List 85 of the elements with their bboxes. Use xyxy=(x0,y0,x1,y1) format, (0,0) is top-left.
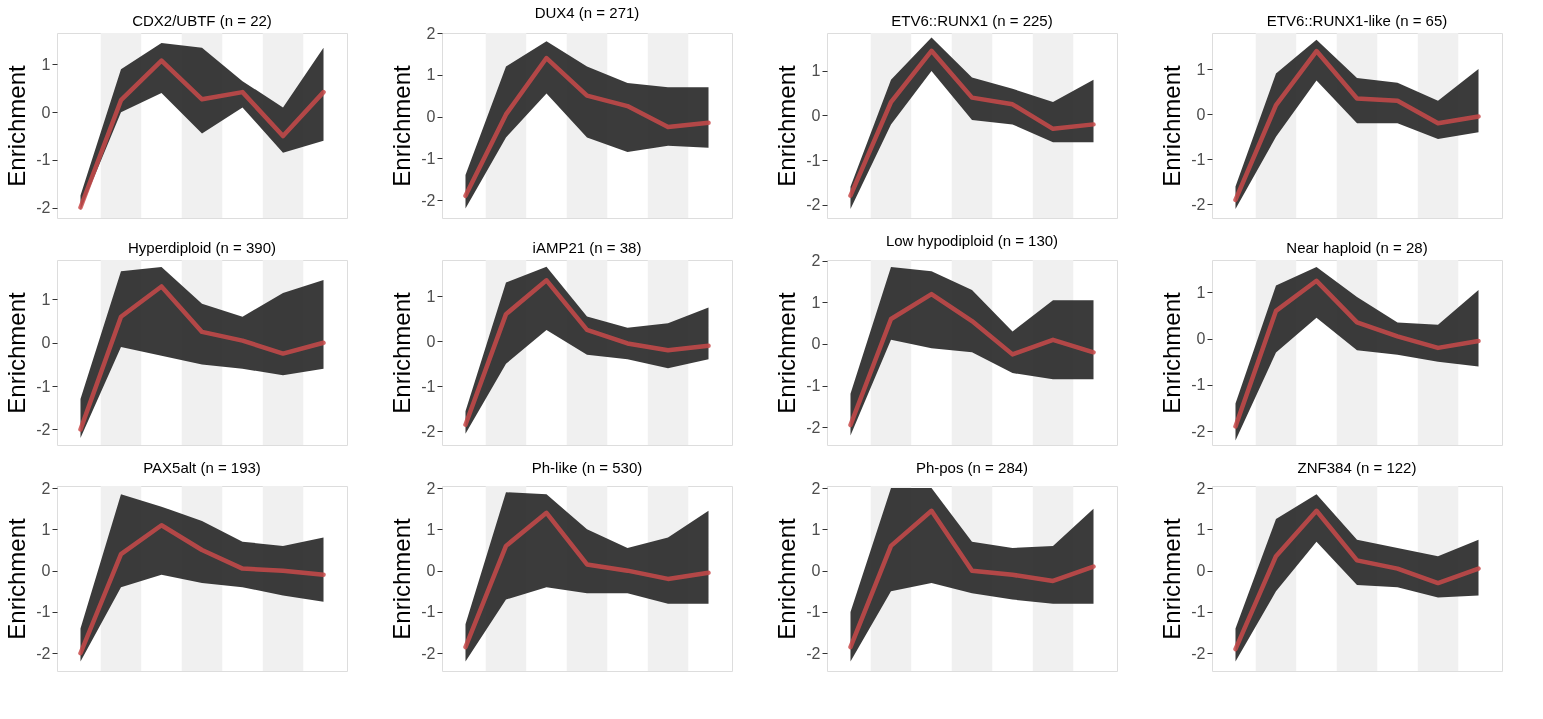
y-tick-label: 0 xyxy=(1196,562,1206,580)
y-tick-label: 1 xyxy=(1196,60,1206,78)
y-tick-label: 1 xyxy=(426,66,436,84)
y-tick-label: -1 xyxy=(36,603,51,621)
chart-title: ZNF384 (n = 122) xyxy=(1297,459,1417,477)
y-tick-label: -1 xyxy=(1191,603,1206,621)
line-series xyxy=(1233,508,1481,652)
chart-title: CDX2/UBTF (n = 22) xyxy=(132,12,272,29)
y-tick-label: 1 xyxy=(1196,283,1206,301)
y-axis-title: Enrichment xyxy=(3,517,31,640)
y-tick-label: -1 xyxy=(806,377,821,395)
y-axis-title: Enrichment xyxy=(388,517,416,640)
y-tick-label: -2 xyxy=(36,644,51,662)
y-tick-label: 0 xyxy=(41,334,51,352)
y-tick-label: -1 xyxy=(1191,376,1206,394)
line-series xyxy=(848,508,1096,650)
y-tick-label: -1 xyxy=(1191,150,1206,168)
y-tick-label: -2 xyxy=(36,199,51,217)
y-tick-label: -2 xyxy=(806,644,821,662)
y-tick-label: -2 xyxy=(421,422,436,440)
y-tick-label: -2 xyxy=(421,191,436,209)
y-tick-label: 1 xyxy=(811,62,821,80)
y-axis-title: Enrichment xyxy=(773,291,801,414)
y-tick-label: 0 xyxy=(1196,330,1206,348)
y-tick-label: -1 xyxy=(421,149,436,167)
y-tick-label: 0 xyxy=(426,108,436,126)
chart-title: Low hypodiploid (n = 130) xyxy=(885,231,1059,249)
y-tick-label: 1 xyxy=(1196,520,1206,538)
y-tick-label: -2 xyxy=(806,196,821,214)
y-tick-label: 1 xyxy=(41,290,51,308)
y-tick-label: 0 xyxy=(426,562,436,580)
y-tick-label: 2 xyxy=(426,479,436,497)
y-axis-title: Enrichment xyxy=(1158,291,1186,414)
y-tick-label: -1 xyxy=(421,603,436,621)
y-tick-label: 0 xyxy=(811,106,821,124)
line-series xyxy=(463,55,711,199)
y-axis-title: Enrichment xyxy=(388,64,416,187)
y-axis-title: Enrichment xyxy=(773,64,801,187)
chart-title: ETV6::RUNX1-like (n = 65) xyxy=(1266,12,1448,29)
line-series xyxy=(78,522,326,656)
y-tick-label: 2 xyxy=(1196,479,1206,497)
y-axis-title: Enrichment xyxy=(3,64,31,187)
line-series xyxy=(463,510,711,650)
y-tick-label: 1 xyxy=(41,55,51,73)
y-tick-label: 2 xyxy=(811,252,821,270)
y-axis-title: Enrichment xyxy=(3,291,31,414)
chart-title: Near haploid (n = 28) xyxy=(1286,239,1428,256)
chart-title: PAX5alt (n = 193) xyxy=(143,459,261,477)
y-tick-label: -1 xyxy=(36,151,51,169)
y-tick-label: -2 xyxy=(36,420,51,438)
y-tick-label: 2 xyxy=(811,479,821,497)
y-axis-title: Enrichment xyxy=(388,291,416,414)
chart-title: Ph-pos (n = 284) xyxy=(915,459,1029,477)
y-tick-label: 2 xyxy=(426,24,436,42)
y-axis-title: Enrichment xyxy=(1158,64,1186,187)
y-tick-label: -1 xyxy=(806,603,821,621)
y-tick-label: 0 xyxy=(811,562,821,580)
line-series xyxy=(848,291,1096,428)
y-tick-label: 0 xyxy=(41,103,51,121)
y-tick-label: -2 xyxy=(421,644,436,662)
chart-title: iAMP21 (n = 38) xyxy=(532,239,642,256)
y-tick-label: 1 xyxy=(41,520,51,538)
y-tick-label: -2 xyxy=(1191,422,1206,440)
chart-title: Hyperdiploid (n = 390) xyxy=(127,239,277,256)
y-tick-label: 0 xyxy=(41,562,51,580)
y-tick-label: 1 xyxy=(811,293,821,311)
y-tick-label: 1 xyxy=(426,520,436,538)
y-tick-label: 1 xyxy=(811,520,821,538)
chart-title: Ph-like (n = 530) xyxy=(531,459,643,477)
y-tick-label: -2 xyxy=(1191,195,1206,213)
y-axis-title: Enrichment xyxy=(1158,517,1186,640)
y-tick-label: -1 xyxy=(421,377,436,395)
y-tick-label: 1 xyxy=(426,287,436,305)
y-axis-title: Enrichment xyxy=(773,517,801,640)
line-series xyxy=(78,284,326,432)
y-tick-label: 0 xyxy=(811,335,821,353)
y-tick-label: -2 xyxy=(1191,644,1206,662)
chart-title: ETV6::RUNX1 (n = 225) xyxy=(891,12,1053,29)
y-tick-label: -1 xyxy=(806,151,821,169)
y-tick-label: 0 xyxy=(426,332,436,350)
y-tick-label: 2 xyxy=(41,479,51,497)
chart-title: DUX4 (n = 271) xyxy=(534,4,640,21)
y-tick-label: -1 xyxy=(36,377,51,395)
y-tick-label: 0 xyxy=(1196,105,1206,123)
y-tick-label: -2 xyxy=(806,418,821,436)
